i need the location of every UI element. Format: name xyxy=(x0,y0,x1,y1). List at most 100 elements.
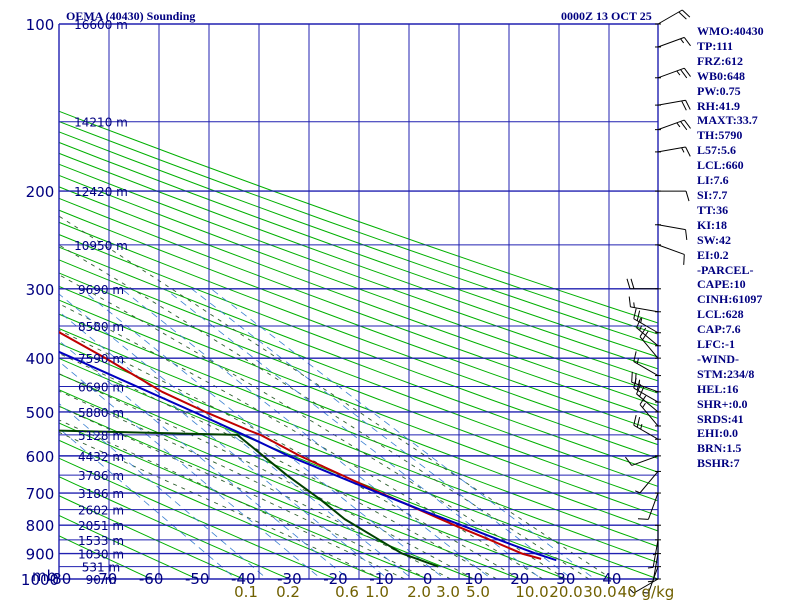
mixing-ratio-label: 1.0 xyxy=(365,583,389,600)
trace-temperature xyxy=(59,331,542,560)
mixing-ratio-label: 20.0 xyxy=(549,583,582,600)
wind-barb-half-flag xyxy=(636,358,639,364)
wind-barb-flag xyxy=(681,9,691,18)
wind-barb-staff xyxy=(633,318,659,334)
index-entry: WMO:40430 xyxy=(697,24,764,38)
pressure-tick-label: 1000 xyxy=(21,571,59,589)
pressure-tick-label: 700 xyxy=(26,485,55,503)
moist-adiabat xyxy=(59,303,544,579)
index-entry: PW:0.75 xyxy=(697,83,741,98)
pressure-tick-label: 400 xyxy=(26,350,55,368)
index-entry: L57:5.6 xyxy=(697,143,736,158)
height-label: 2602 m xyxy=(78,504,124,518)
index-entry: CAP:7.6 xyxy=(697,322,741,337)
wind-barb xyxy=(628,296,661,313)
index-entry: FRZ:612 xyxy=(697,53,743,68)
wind-barb xyxy=(643,566,661,594)
wind-barb-flag xyxy=(685,229,688,241)
wind-barb-staff xyxy=(657,146,686,153)
wind-barb xyxy=(633,351,661,377)
index-entry: -WIND- xyxy=(697,351,739,366)
pressure-tick-label: 800 xyxy=(26,517,55,535)
mixing-ratio-line xyxy=(59,340,350,579)
dry-adiabat xyxy=(59,535,153,579)
dry-adiabat xyxy=(59,197,658,419)
index-entry: STM:234/8 xyxy=(697,366,755,381)
wind-barb-flag xyxy=(636,416,641,428)
temperature-tick-label: -50 xyxy=(185,570,210,588)
wind-barb-flag xyxy=(626,278,631,289)
mixing-ratio-line xyxy=(59,293,414,579)
height-label: 5880 m xyxy=(78,406,124,420)
temperature-tick-label: 30 xyxy=(556,570,575,588)
height-label: 1533 m xyxy=(78,534,124,548)
dry-adiabat xyxy=(59,174,658,394)
wind-barb-flag xyxy=(683,37,691,47)
wind-barb-flag xyxy=(685,100,691,110)
wind-barb xyxy=(655,224,688,241)
pressure-tick-label: 900 xyxy=(26,546,55,564)
pressure-tick-label: 600 xyxy=(26,448,55,466)
mixing-ratio-line xyxy=(59,311,389,579)
wind-barb-flag xyxy=(639,386,645,397)
pressure-temperature-grid xyxy=(58,23,659,580)
pressure-axis-label: mb xyxy=(32,567,57,585)
wind-barb xyxy=(655,190,690,202)
wind-barb xyxy=(655,146,691,157)
temperature-tick-label: -80 xyxy=(47,570,72,588)
dry-adiabat xyxy=(59,285,658,517)
dry-adiabat xyxy=(59,342,658,579)
index-entry: LCL:628 xyxy=(697,307,744,322)
wind-barb-flag xyxy=(683,254,685,265)
mixing-ratio-label: 0.2 xyxy=(276,583,300,600)
dry-adiabat xyxy=(59,233,658,459)
wind-barbs xyxy=(625,9,691,594)
moist-adiabat xyxy=(59,373,474,579)
dry-adiabat xyxy=(59,246,658,473)
dry-adiabat xyxy=(59,141,658,358)
chart-title: OEMA (40430) Sounding xyxy=(66,9,196,23)
mixing-ratio-line xyxy=(59,360,323,579)
wind-barb xyxy=(635,470,661,494)
dry-adiabat xyxy=(59,209,658,432)
pressure-tick-label: 500 xyxy=(26,404,55,422)
wind-barb xyxy=(636,384,661,413)
wind-barb-half-flag xyxy=(642,402,646,408)
trace-dewpoint xyxy=(59,429,439,568)
index-entry: BRN:1.5 xyxy=(697,441,742,456)
dry-adiabat xyxy=(59,121,658,335)
index-entry: TT:36 xyxy=(697,202,729,217)
mixing-ratio-label: 0.1 xyxy=(234,583,258,600)
dry-adiabat xyxy=(59,373,568,579)
wind-barb-flag xyxy=(633,377,637,389)
mixing-ratio-label: 40 g/kg xyxy=(618,583,675,600)
index-entry: LFC:-1 xyxy=(697,337,735,352)
dry-adiabat xyxy=(59,514,199,579)
index-entry: WB0:648 xyxy=(697,68,745,83)
wind-barb-half-flag xyxy=(676,70,681,76)
dry-adiabat xyxy=(59,272,658,502)
index-entry: RH:41.9 xyxy=(697,98,740,113)
height-label: 5128 m xyxy=(78,429,124,443)
temperature-tick-label: -30 xyxy=(277,570,302,588)
height-label: 8580 m xyxy=(78,320,124,334)
wind-barb-staff xyxy=(657,36,685,48)
index-entry: LI:7.6 xyxy=(697,173,729,188)
wind-barb-flag xyxy=(633,414,637,426)
mixing-ratio-label: 10.0 xyxy=(515,583,548,600)
height-label: 4432 m xyxy=(78,450,124,464)
pressure-tick-label: 100 xyxy=(26,16,55,34)
dry-adiabat xyxy=(59,495,245,579)
wind-barb-staff xyxy=(630,306,659,313)
index-entry: LCL:660 xyxy=(697,158,744,173)
wind-barb-staff xyxy=(631,455,659,466)
pressure-tick-label: 300 xyxy=(26,281,55,299)
wind-barb-half-flag xyxy=(629,589,635,594)
wind-barb-staff xyxy=(657,67,685,79)
wind-barb xyxy=(633,308,661,334)
wind-barb-flag xyxy=(633,351,637,362)
wind-barb xyxy=(639,327,661,359)
moist-adiabat xyxy=(59,390,451,579)
index-entry: -PARCEL- xyxy=(697,262,754,277)
